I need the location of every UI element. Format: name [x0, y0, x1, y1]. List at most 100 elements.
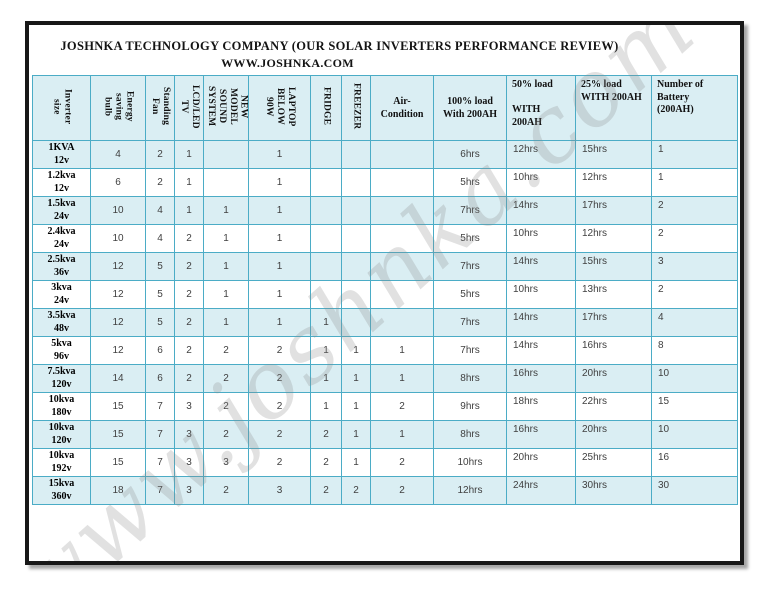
title-line-2: WWW.JOSHNKA.COM: [221, 56, 354, 70]
cell-load25: 17hrs: [575, 196, 652, 225]
cell-sound: 1: [203, 196, 249, 225]
col-header-freezer-label: FREEZER: [351, 83, 362, 130]
cell-fridge: 1: [310, 336, 342, 365]
table-row: 10kva 180v 15 7 3 2 2 1 1 2 9hrs 18hrs 22hrs 15: [32, 392, 738, 421]
table-row: 3kva 24v 12 5 2 1 1 5hrs 10hrs 13hrs 2: [32, 280, 738, 309]
cell-bulb: 12: [90, 308, 146, 337]
cell-sound: 1: [203, 224, 249, 253]
cell-fan: 7: [145, 392, 175, 421]
cell-laptop: 1: [248, 196, 311, 225]
table-row: 1.2kva 12v 6 2 1 1 5hrs 10hrs 12hrs 1: [32, 168, 738, 197]
cell-load50: 14hrs: [506, 336, 576, 365]
cell-laptop: 2: [248, 448, 311, 477]
cell-fan: 5: [145, 308, 175, 337]
cell-load100: 10hrs: [433, 448, 507, 477]
cell-load25: 12hrs: [575, 224, 652, 253]
performance-table: Inverter size Energy saving bulb Standin…: [32, 75, 738, 505]
cell-load25: 16hrs: [575, 336, 652, 365]
cell-bulb: 15: [90, 392, 146, 421]
cell-load25: 20hrs: [575, 364, 652, 393]
cell-aircon: [370, 224, 434, 253]
cell-fridge: [310, 140, 342, 169]
cell-load50: 12hrs: [506, 140, 576, 169]
cell-fan: 6: [145, 336, 175, 365]
cell-tv: 2: [174, 364, 204, 393]
table-row: 5kva 96v 12 6 2 2 2 1 1 1 7hrs 14hrs 16hrs 8: [32, 336, 738, 365]
cell-load25: 20hrs: [575, 420, 652, 449]
page-frame: JOSHNKA TECHNOLOGY COMPANY (OUR SOLAR IN…: [25, 21, 744, 565]
cell-load100: 7hrs: [433, 252, 507, 281]
table-row: 3.5kva 48v 12 5 2 1 1 1 7hrs 14hrs 17hrs 4: [32, 308, 738, 337]
cell-tv: 3: [174, 392, 204, 421]
cell-fridge: 1: [310, 392, 342, 421]
col-header-load-50: 50% load WITH 200AH: [506, 75, 576, 141]
col-header-inverter-size: Inverter size: [32, 75, 91, 141]
cell-freezer: 1: [341, 448, 371, 477]
cell-fan: 4: [145, 224, 175, 253]
cell-freezer: [341, 280, 371, 309]
cell-battery: 10: [651, 364, 738, 393]
cell-laptop: 3: [248, 476, 311, 505]
cell-aircon: [370, 196, 434, 225]
table-row: 1.5kva 24v 10 4 1 1 1 7hrs 14hrs 17hrs 2: [32, 196, 738, 225]
cell-battery: 2: [651, 196, 738, 225]
cell-aircon: [370, 168, 434, 197]
cell-laptop: 2: [248, 392, 311, 421]
cell-inverter-size: 10kva 192v: [32, 448, 91, 477]
cell-load25: 15hrs: [575, 252, 652, 281]
cell-freezer: 1: [341, 364, 371, 393]
cell-tv: 3: [174, 448, 204, 477]
cell-bulb: 15: [90, 448, 146, 477]
cell-battery: 4: [651, 308, 738, 337]
cell-load50: 16hrs: [506, 364, 576, 393]
cell-tv: 1: [174, 140, 204, 169]
cell-sound: 1: [203, 252, 249, 281]
cell-battery: 15: [651, 392, 738, 421]
cell-laptop: 1: [248, 224, 311, 253]
cell-load50: 10hrs: [506, 280, 576, 309]
cell-sound: 2: [203, 364, 249, 393]
cell-sound: 1: [203, 280, 249, 309]
col-header-standing-fan-label: Standing Fan: [150, 87, 171, 126]
col-header-fridge-label: FRIDGE: [321, 87, 332, 126]
cell-sound: 1: [203, 308, 249, 337]
cell-bulb: 14: [90, 364, 146, 393]
cell-aircon: [370, 252, 434, 281]
cell-tv: 2: [174, 252, 204, 281]
cell-fridge: [310, 168, 342, 197]
cell-freezer: 1: [341, 336, 371, 365]
cell-battery: 2: [651, 224, 738, 253]
cell-freezer: 1: [341, 420, 371, 449]
cell-freezer: [341, 252, 371, 281]
cell-tv: 2: [174, 280, 204, 309]
cell-tv: 1: [174, 196, 204, 225]
cell-load50: 14hrs: [506, 196, 576, 225]
cell-battery: 10: [651, 420, 738, 449]
cell-bulb: 10: [90, 224, 146, 253]
cell-inverter-size: 3.5kva 48v: [32, 308, 91, 337]
col-header-load-25: 25% load WITH 200AH: [575, 75, 652, 141]
cell-tv: 2: [174, 308, 204, 337]
cell-load25: 25hrs: [575, 448, 652, 477]
cell-inverter-size: 5kva 96v: [32, 336, 91, 365]
cell-inverter-size: 2.5kva 36v: [32, 252, 91, 281]
table-row: 1KVA 12v 4 2 1 1 6hrs 12hrs 15hrs 1: [32, 140, 738, 169]
cell-fan: 7: [145, 420, 175, 449]
cell-freezer: [341, 140, 371, 169]
cell-fridge: [310, 252, 342, 281]
col-header-fridge: FRIDGE: [310, 75, 342, 141]
table-row: 7.5kva 120v 14 6 2 2 2 1 1 1 8hrs 16hrs 20hrs 10: [32, 364, 738, 393]
cell-tv: 2: [174, 336, 204, 365]
cell-aircon: 2: [370, 476, 434, 505]
cell-aircon: [370, 308, 434, 337]
cell-laptop: 1: [248, 140, 311, 169]
cell-fan: 5: [145, 280, 175, 309]
cell-bulb: 4: [90, 140, 146, 169]
table-row: 15kva 360v 18 7 3 2 3 2 2 2 12hrs 24hrs 30hrs 30: [32, 476, 738, 505]
cell-load50: 16hrs: [506, 420, 576, 449]
cell-freezer: 1: [341, 392, 371, 421]
col-header-sound-system-label: NEW MODEL SOUND SYSTEM: [205, 86, 249, 127]
cell-sound: 2: [203, 420, 249, 449]
cell-battery: 8: [651, 336, 738, 365]
cell-battery: 1: [651, 168, 738, 197]
